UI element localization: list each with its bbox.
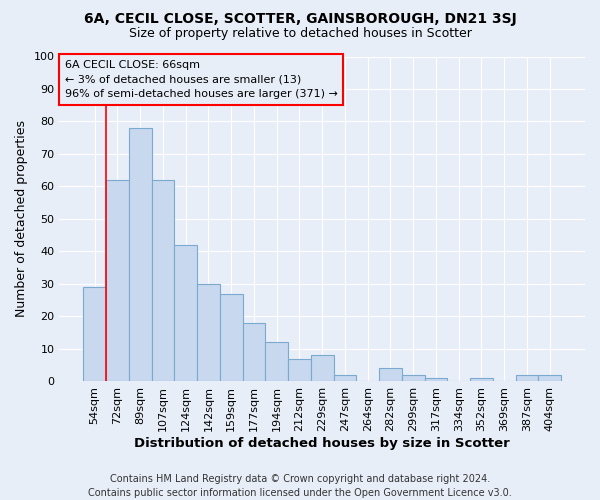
Bar (379, 368, 402, 382)
Bar (515, 375, 538, 382)
Bar (220, 294, 242, 382)
Bar (242, 323, 265, 382)
Bar (106, 180, 129, 382)
Bar (175, 245, 197, 382)
Bar (197, 284, 220, 382)
Text: 6A CECIL CLOSE: 66sqm
← 3% of detached houses are smaller (13)
96% of semi-detac: 6A CECIL CLOSE: 66sqm ← 3% of detached h… (65, 60, 338, 100)
Bar (538, 375, 561, 382)
X-axis label: Distribution of detached houses by size in Scotter: Distribution of detached houses by size … (134, 437, 510, 450)
Bar (265, 342, 288, 382)
Y-axis label: Number of detached properties: Number of detached properties (15, 120, 28, 318)
Text: Contains HM Land Registry data © Crown copyright and database right 2024.
Contai: Contains HM Land Registry data © Crown c… (88, 474, 512, 498)
Text: Size of property relative to detached houses in Scotter: Size of property relative to detached ho… (128, 28, 472, 40)
Bar (83, 287, 106, 382)
Bar (470, 378, 493, 382)
Bar (425, 378, 448, 382)
Bar (129, 128, 152, 382)
Bar (152, 180, 175, 382)
Bar (288, 358, 311, 382)
Bar (311, 356, 334, 382)
Bar (334, 375, 356, 382)
Text: 6A, CECIL CLOSE, SCOTTER, GAINSBOROUGH, DN21 3SJ: 6A, CECIL CLOSE, SCOTTER, GAINSBOROUGH, … (83, 12, 517, 26)
Bar (402, 375, 425, 382)
